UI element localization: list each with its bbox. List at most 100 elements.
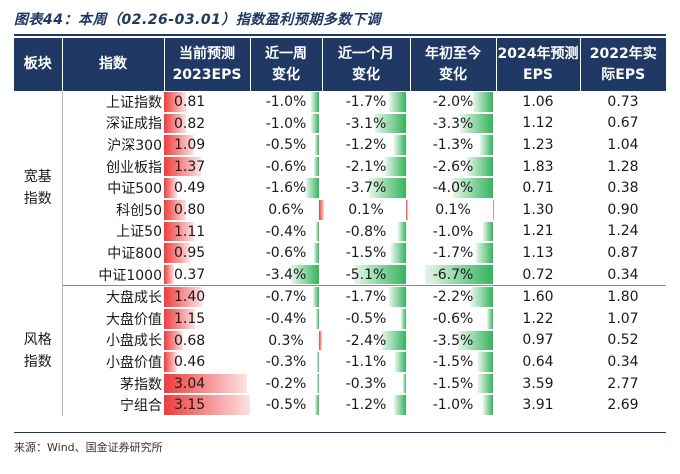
ytd-change-bar	[486, 308, 493, 329]
month-change-cell: -0.8%	[322, 221, 410, 243]
eps2023-cell: 3.15	[164, 394, 250, 416]
week-change-bar	[310, 113, 320, 134]
index-name: 上证指数	[106, 94, 162, 111]
week-change-value: -0.7%	[265, 289, 307, 306]
week-change-value: -1.6%	[265, 180, 307, 197]
index-name: 小盘价值	[106, 354, 162, 371]
ytd-change-bar	[479, 135, 493, 155]
table-row: 小盘价值 0.46 -0.3% -1.1% -1.5% 0.64 0.34	[14, 351, 666, 373]
ytd-change-value: -1.0%	[432, 223, 474, 240]
f2024-eps-value: 1.12	[522, 115, 554, 132]
month-change-bar	[354, 264, 407, 285]
ytd-change-value: -1.7%	[432, 245, 474, 262]
a2022-eps-value: 0.34	[580, 263, 666, 287]
table-row: 大盘价值 1.15 -0.4% -0.5% -0.6% 1.22 1.07	[14, 308, 666, 330]
a2022-eps-value: 1.04	[607, 136, 639, 153]
month-change-value: -3.1%	[345, 115, 387, 132]
header-eps2024: 2024年预测 EPS	[496, 38, 581, 91]
ytd-change-value: -6.7%	[432, 266, 474, 283]
ytd-change-value: -4.0%	[432, 180, 474, 197]
month-change-bar	[398, 221, 407, 242]
week-change-value: -0.4%	[265, 310, 307, 327]
week-change-bar	[317, 373, 320, 394]
a2022-eps-value: 0.38	[607, 180, 639, 197]
week-change-cell: -1.0%	[250, 91, 322, 113]
week-change-cell: -0.5%	[250, 134, 322, 156]
a2022-eps-value: 0.34	[607, 353, 639, 370]
month-change-bar	[406, 199, 408, 220]
eps2023-bar	[164, 264, 175, 285]
f2024-eps-value: 1.83	[522, 158, 554, 175]
eps2023-bar	[164, 92, 187, 112]
week-change-bar	[314, 243, 320, 263]
month-change-bar	[395, 352, 407, 372]
f2024-eps-value: 1.30	[522, 201, 554, 218]
ytd-change-cell: -1.0%	[410, 221, 496, 243]
table-row: 风格 指数 大盘成长 1.40 -0.7% -1.7% -2.2% 1.60 1.80	[14, 285, 666, 416]
ytd-change-cell: -0.6%	[410, 308, 496, 330]
index-name: 中证1000	[62, 263, 164, 287]
ytd-change-bar	[475, 243, 493, 263]
header-block: 板块	[14, 38, 63, 91]
month-change-bar	[381, 330, 407, 351]
month-change-bar	[391, 243, 407, 263]
eps2023-bar	[164, 178, 178, 198]
eps2023-bar	[164, 199, 186, 220]
ytd-change-bar	[477, 352, 493, 372]
week-change-cell: -0.4%	[250, 221, 322, 243]
month-change-value: -1.7%	[345, 94, 387, 110]
month-change-value: -0.5%	[345, 310, 387, 327]
ytd-change-value: -2.2%	[432, 289, 474, 306]
week-change-bar	[319, 330, 322, 351]
month-change-cell: -2.1%	[322, 156, 410, 178]
week-change-value: -0.6%	[265, 158, 307, 175]
ytd-change-cell: -1.7%	[410, 242, 496, 264]
a2022-eps-value: 0.73	[607, 93, 639, 110]
eps2023-bar	[164, 373, 247, 394]
eps2023-value: 0.49	[174, 180, 206, 197]
week-change-cell: -0.4%	[250, 308, 322, 330]
f2024-eps-value: 1.22	[522, 310, 554, 327]
month-change-value: -1.1%	[345, 354, 387, 371]
month-change-value: 0.1%	[348, 201, 384, 218]
month-change-bar	[394, 395, 407, 415]
ytd-change-cell: -4.0%	[410, 177, 496, 199]
ytd-change-bar	[492, 199, 494, 220]
group-label: 宽基 指数	[14, 91, 63, 286]
week-change-cell: -0.5%	[250, 394, 322, 416]
week-change-cell: 0.6%	[250, 199, 325, 221]
figure-title: 图表44：本周（02.26-03.01）指数盈利预期多数下调	[14, 12, 381, 28]
month-change-value: -2.1%	[345, 158, 387, 175]
month-change-bar	[389, 287, 407, 307]
index-name: 上证50	[116, 224, 162, 241]
month-change-cell: -1.7%	[322, 286, 410, 308]
eps2023-value: 1.09	[174, 137, 206, 154]
eps2023-cell: 1.15	[164, 308, 250, 330]
ytd-change-bar	[470, 287, 493, 307]
ytd-change-value: -3.3%	[432, 115, 474, 132]
week-change-cell: -0.6%	[250, 156, 322, 178]
eps2023-value: 0.68	[174, 332, 206, 349]
week-change-bar	[314, 395, 320, 415]
table-row: 中证800 0.95 -0.6% -1.5% -1.7% 1.13 0.87	[14, 242, 666, 264]
header-ytd-change: 年初至今 变化	[410, 38, 497, 91]
eps2023-bar	[164, 352, 177, 372]
week-change-value: -0.4%	[265, 223, 307, 240]
bottom-rule	[14, 432, 666, 433]
week-change-cell: -0.2%	[250, 373, 322, 395]
month-change-value: -1.5%	[345, 245, 387, 262]
month-change-bar	[401, 308, 407, 329]
table-row: 深证成指 0.82 -1.0% -3.1% -3.3% 1.12 0.67	[14, 113, 666, 135]
week-change-bar	[314, 156, 320, 177]
index-name: 大盘价值	[106, 311, 162, 328]
ytd-change-value: -2.0%	[432, 94, 474, 110]
f2024-eps-value: 1.60	[522, 289, 554, 306]
month-change-value: -1.2%	[345, 137, 387, 154]
index-name: 中证500	[107, 181, 162, 198]
week-change-value: -3.4%	[265, 266, 307, 283]
week-change-bar	[290, 264, 320, 285]
eps2023-bar	[164, 135, 194, 155]
eps2023-value: 0.80	[174, 201, 206, 218]
table-row: 创业板指 1.37 -0.6% -2.1% -2.6% 1.83 1.28	[14, 156, 666, 178]
ytd-change-value: -3.5%	[432, 332, 474, 349]
